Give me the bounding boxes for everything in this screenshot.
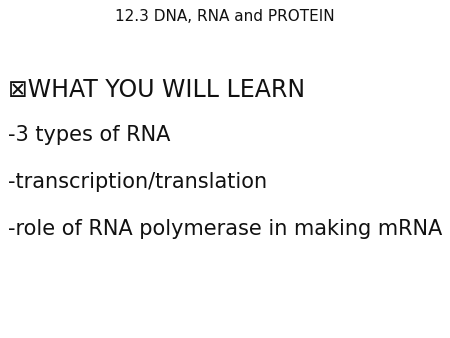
Text: ⊠WHAT YOU WILL LEARN: ⊠WHAT YOU WILL LEARN	[8, 78, 305, 102]
Text: 12.3 DNA, RNA and PROTEIN: 12.3 DNA, RNA and PROTEIN	[115, 9, 335, 24]
Text: -3 types of RNA: -3 types of RNA	[8, 125, 171, 145]
Text: -role of RNA polymerase in making mRNA: -role of RNA polymerase in making mRNA	[8, 219, 442, 239]
Text: -transcription/translation: -transcription/translation	[8, 172, 267, 192]
